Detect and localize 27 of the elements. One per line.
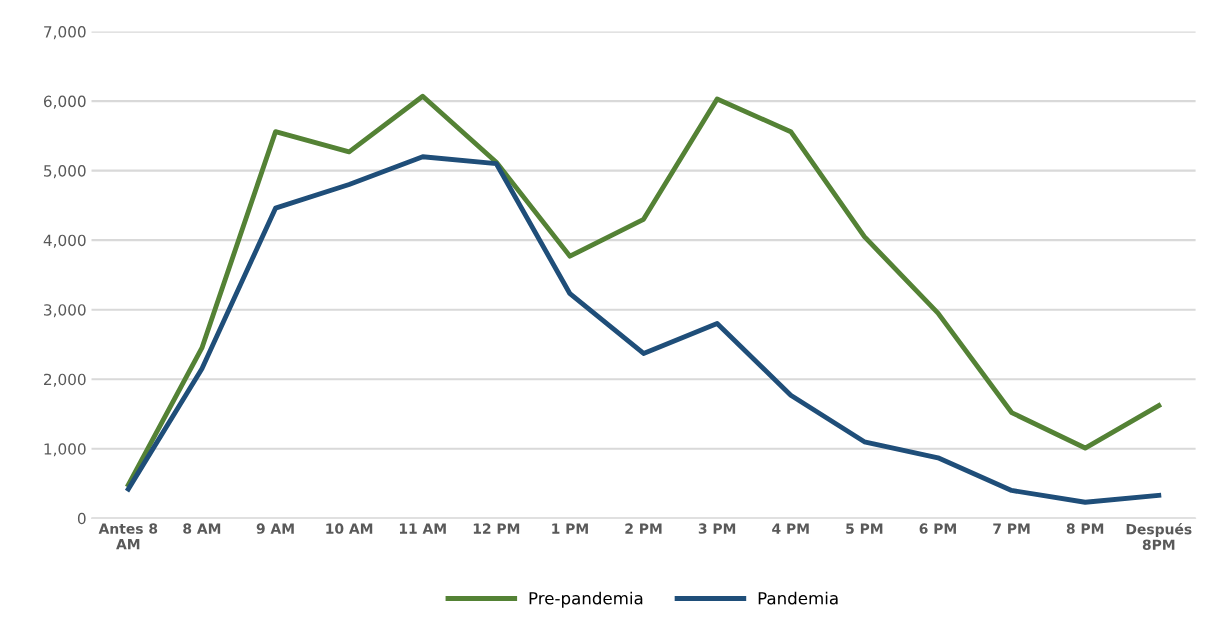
- x-tick-label: 8 PM: [1066, 523, 1104, 534]
- y-tick-label: 2,000: [44, 373, 86, 387]
- x-tick-label: 9 AM: [256, 523, 294, 534]
- x-tick-label: 3 PM: [698, 523, 736, 534]
- line-series: [125, 154, 1162, 505]
- y-tick-label: 5,000: [44, 165, 86, 179]
- x-tick-label: 4 PM: [772, 523, 809, 534]
- y-tick-label: 0: [77, 512, 86, 525]
- y-tick-label: 4,000: [43, 234, 86, 248]
- legend-label: Pandemia: [758, 591, 838, 605]
- y-tick-label: 1,000: [44, 443, 86, 457]
- x-tick-label: 8 AM: [183, 523, 221, 534]
- y-tick-label: 7,000: [44, 26, 86, 40]
- x-tick-label: Después 8PM: [1126, 523, 1192, 550]
- x-tick-label: 1 PM: [552, 523, 588, 534]
- y-tick-label: 6,000: [43, 95, 86, 109]
- x-tick-label: 5 PM: [846, 523, 883, 534]
- x-tick-label: 2 PM: [625, 523, 662, 534]
- x-tick-label: 6 PM: [919, 523, 956, 534]
- x-tick-label: 7 PM: [993, 523, 1030, 534]
- x-tick-label: Antes 8 AM: [98, 523, 158, 550]
- x-tick-label: 11 AM: [399, 523, 446, 534]
- line-series: [125, 93, 1162, 488]
- x-tick-label: 10 AM: [326, 523, 373, 534]
- legend-label: Pre-pandemia: [529, 591, 643, 608]
- x-tick-label: 12 PM: [473, 523, 520, 534]
- y-tick-label: 3,000: [44, 304, 86, 318]
